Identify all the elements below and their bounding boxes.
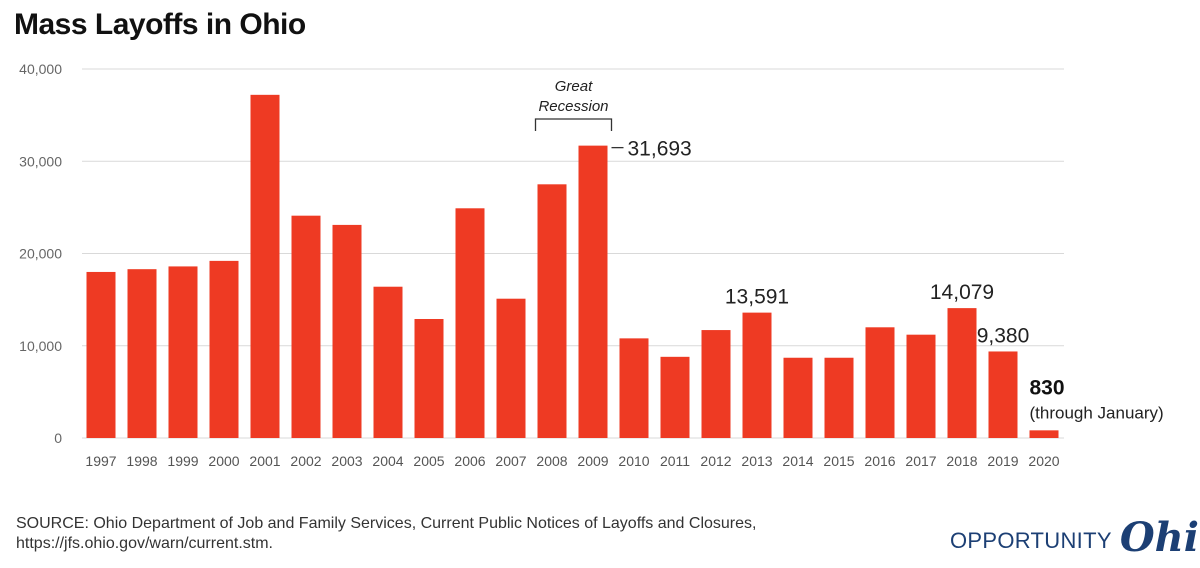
bar-2017: [906, 334, 936, 438]
x-tick-label: 2013: [741, 453, 772, 469]
logo-text: OPPORTUNITY: [950, 528, 1112, 553]
x-tick-label: 2018: [946, 453, 977, 469]
bar-2006: [455, 208, 485, 438]
x-tick-label: 2005: [413, 453, 444, 469]
bar-2005: [414, 318, 444, 438]
x-tick-label: 2017: [905, 453, 936, 469]
x-tick-label: 2011: [660, 453, 690, 469]
y-tick-label: 10,000: [19, 338, 62, 354]
x-tick-label: 2016: [864, 453, 895, 469]
data-label-2018: 14,079: [930, 281, 994, 304]
source-line-2: https://jfs.ohio.gov/warn/current.stm.: [16, 535, 273, 552]
x-tick-label: 2002: [290, 453, 321, 469]
bar-2019: [988, 351, 1018, 438]
x-tick-label: 2003: [331, 453, 362, 469]
x-tick-label: 2000: [208, 453, 239, 469]
x-tick-label: 1998: [126, 453, 157, 469]
source-note: SOURCE: Ohio Department of Job and Famil…: [16, 514, 756, 554]
bar-2020: [1029, 430, 1059, 438]
x-tick-label: 2009: [577, 453, 608, 469]
x-tick-label: 2004: [372, 453, 403, 469]
x-tick-label: 2015: [823, 453, 854, 469]
annotation-label: Great: [555, 78, 593, 95]
x-tick-label: 2019: [987, 453, 1018, 469]
bar-2009: [578, 145, 608, 438]
y-tick-label: 20,000: [19, 246, 62, 262]
bar-2011: [660, 356, 690, 438]
bar-2012: [701, 330, 731, 438]
x-tick-label: 1997: [85, 453, 116, 469]
bar-2008: [537, 184, 567, 438]
bar-2014: [783, 357, 813, 438]
x-tick-label: 2014: [782, 453, 813, 469]
x-tick-label: 2020: [1028, 453, 1059, 469]
bar-2007: [496, 298, 526, 438]
bar-2004: [373, 286, 403, 438]
bar-2018: [947, 308, 977, 438]
x-tick-label: 2001: [249, 453, 280, 469]
x-tick-label: 2006: [454, 453, 485, 469]
chart-title: Mass Layoffs in Ohio: [14, 8, 306, 41]
bar-1999: [168, 266, 198, 438]
data-label-2009: 31,693: [628, 138, 692, 161]
data-label-2013: 13,591: [725, 286, 789, 309]
y-tick-label: 0: [54, 430, 62, 446]
x-tick-label: 1999: [167, 453, 198, 469]
opportunity-ohio-logo: OPPORTUNITY Ohio: [950, 506, 1200, 560]
bar-1997: [86, 271, 116, 438]
bar-2000: [209, 260, 239, 438]
bar-2002: [291, 215, 321, 438]
bar-2016: [865, 327, 895, 438]
bar-2013: [742, 312, 772, 438]
bar-2010: [619, 338, 649, 438]
bar-2015: [824, 357, 854, 438]
bar-2003: [332, 224, 362, 438]
x-tick-label: 2007: [495, 453, 526, 469]
y-tick-label: 30,000: [19, 153, 62, 169]
bar-2001: [250, 94, 280, 438]
x-tick-label: 2012: [700, 453, 731, 469]
data-label-2020: 830: [1030, 376, 1065, 399]
y-tick-label: 40,000: [19, 61, 62, 77]
source-line-1: SOURCE: Ohio Department of Job and Famil…: [16, 515, 757, 532]
logo-script: Ohio: [1119, 514, 1200, 561]
bar-1998: [127, 269, 157, 438]
data-label-note: (through January): [1030, 403, 1164, 422]
x-tick-label: 2008: [536, 453, 567, 469]
annotation-bracket: [534, 118, 613, 131]
annotation-label: Recession: [538, 98, 608, 115]
x-tick-label: 2010: [618, 453, 649, 469]
data-label-2019: 9,380: [977, 324, 1030, 347]
bar-chart: 0 10,000 20,000 30,000 40,000 1997 1998 1999 200…: [19, 61, 1164, 469]
